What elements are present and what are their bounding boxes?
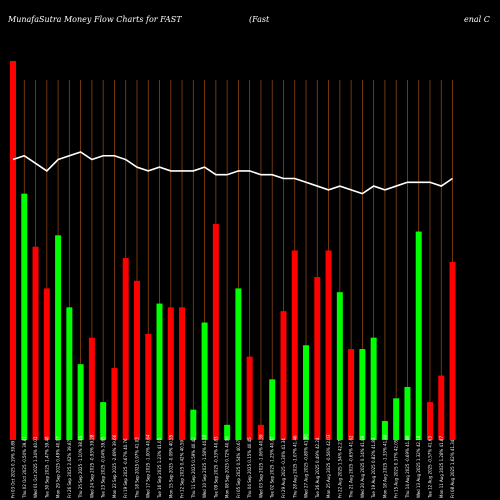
bar-outflow xyxy=(348,349,355,440)
x-tick-label: Fri 12 Sep 2025 0.42% 40.59 xyxy=(180,439,185,498)
bar-outflow xyxy=(111,367,118,440)
x-tick-label: Wed 17 Sep 2025 -1.00% 40.64 xyxy=(146,434,151,498)
bar-outflow xyxy=(257,424,264,440)
x-tick-label: Thu 28 Aug 2025 -1.07% 41.46 xyxy=(292,435,297,499)
bar-outflow xyxy=(145,333,152,440)
x-tick-label: Tue 19 Aug 2025 0.82% 41.83 xyxy=(371,437,376,499)
x-tick-label: Thu 02 Oct 2025 -0.50% 39.81 xyxy=(22,436,27,499)
bar-inflow xyxy=(66,307,73,440)
bar-inflow xyxy=(190,409,197,440)
x-tick-label: Fri 26 Sep 2025 2.62% 39.87 xyxy=(67,439,72,498)
x-tick-label: Thu 14 Aug 2025 -0.69% 41.89 xyxy=(405,435,410,499)
x-tick-label: Tue 02 Sep 2025 -1.25% 40.82 xyxy=(270,436,275,499)
x-tick-label: Fri 19 Sep 2025 -0.67% 40.76 xyxy=(123,438,128,498)
x-tick-label: Mon 08 Sep 2025 0.72% 40.96 xyxy=(225,436,230,498)
bar-inflow xyxy=(359,349,366,440)
bar-inflow xyxy=(393,398,400,440)
x-tick-label: Thu 21 Aug 2025 -0.65% 41.62 xyxy=(349,435,354,499)
x-tick-label: Tue 26 Aug 2025 0.49% 42.24 xyxy=(315,437,320,499)
x-tick-label: Tue 30 Sep 2025 -1.47% 39.48 xyxy=(44,436,49,499)
x-tick-label: Wed 01 Oct 2025 1.34% 40.01 xyxy=(33,436,38,498)
chart-title: MunafaSutra Money Flow Charts for FAST xyxy=(8,15,182,24)
bar-outflow xyxy=(133,280,140,440)
x-tick-label: Mon 29 Sep 2025 0.49% 40.07 xyxy=(56,436,61,498)
x-tick-label: Tue 16 Sep 2025 1.23% 41.05 xyxy=(157,437,162,499)
x-tick-label: Mon 11 Aug 2025 1.28% 41.87 xyxy=(439,436,444,498)
bar-inflow xyxy=(269,379,276,440)
bar-inflow xyxy=(201,322,208,440)
x-tick-label: Thu 11 Sep 2025 0.59% 40.42 xyxy=(191,437,196,499)
bar-inflow xyxy=(77,364,84,440)
bar-inflow xyxy=(303,345,310,440)
x-tick-label: Tue 09 Sep 2025 -0.33% 40.83 xyxy=(213,436,218,499)
bar-outflow xyxy=(43,288,50,440)
bar-inflow xyxy=(100,402,107,440)
chart-subtitle: (Fast xyxy=(249,15,270,24)
bar-outflow xyxy=(449,261,456,440)
bar-outflow xyxy=(10,61,16,440)
bar-inflow xyxy=(370,337,377,440)
bar-inflow xyxy=(235,288,242,440)
x-tick-label: Tue 12 Aug 2025 -0.57% 41.63 xyxy=(427,436,432,499)
bar-outflow xyxy=(167,307,174,440)
x-tick-label: Thu 25 Sep 2025 -1.10% 38.85 xyxy=(78,435,83,499)
bar-outflow xyxy=(325,250,332,440)
x-tick-label: Fri 22 Aug 2025 1.54% 42.27 xyxy=(337,439,342,498)
bar-outflow xyxy=(32,246,39,440)
bar-outflow xyxy=(122,258,129,440)
x-tick-label: Mon 15 Sep 2025 -0.09% 40.55 xyxy=(168,434,173,498)
x-tick-label: Wed 13 Aug 2025 1.32% 42.18 xyxy=(416,435,421,498)
bar-outflow xyxy=(438,375,445,440)
x-tick-label: Mon 25 Aug 2025 -0.56% 42.03 xyxy=(326,434,331,498)
bar-outflow xyxy=(88,337,95,440)
bar-inflow xyxy=(156,303,163,440)
bar-inflow xyxy=(336,292,343,440)
bar-outflow xyxy=(179,307,186,440)
bar-outflow xyxy=(246,356,253,440)
x-tick-label: Thu 18 Sep 2025 0.97% 41.03 xyxy=(134,437,139,499)
x-tick-label: Fri 08 Aug 2025 1.62% 41.34 xyxy=(450,439,455,498)
x-tick-label: Fri 29 Aug 2025 -0.30% 41.34 xyxy=(281,438,286,498)
bar-inflow xyxy=(21,193,28,440)
x-tick-label: Fri 15 Aug 2025 0.37% 42.05 xyxy=(394,439,399,498)
bar-outflow xyxy=(212,223,219,440)
bar-inflow xyxy=(55,235,62,440)
bar-inflow xyxy=(224,424,231,440)
x-tick-label: Wed 10 Sep 2025 -1.58% 40.18 xyxy=(202,434,207,498)
x-tick-label: Wed 03 Sep 2025 -1.06% 40.39 xyxy=(258,434,263,498)
bar-inflow xyxy=(415,231,422,440)
x-tick-label: Wed 27 Aug 2025 -0.80% 41.90 xyxy=(304,434,309,498)
x-tick-label: Mon 22 Sep 2025 -2.69% 39.66 xyxy=(112,434,117,498)
x-tick-label: Fri 03 Oct 2025 0.19% 39.89 xyxy=(11,440,16,498)
bar-outflow xyxy=(314,277,321,440)
money-flow-line xyxy=(12,151,453,195)
bar-inflow xyxy=(381,421,388,440)
chart-subtitle-tail: enal C xyxy=(464,15,490,24)
bar-inflow xyxy=(404,386,411,440)
bar-outflow xyxy=(280,311,287,440)
x-tick-label: Mon 18 Aug 2025 -1.33% 41.49 xyxy=(382,434,387,498)
bar-outflow xyxy=(291,250,298,440)
x-tick-label: Wed 24 Sep 2025 -0.93% 39.28 xyxy=(89,434,94,498)
x-tick-label: Wed 20 Aug 2025 0.14% 41.89 xyxy=(360,435,365,498)
x-tick-label: Tue 23 Sep 2025 -0.04% 39.65 xyxy=(101,436,106,499)
x-tick-label: Thu 04 Sep 2025 0.15% 40.45 xyxy=(247,437,252,499)
x-tick-label: Fri 05 Sep 2025 0.54% 40.67 xyxy=(236,439,241,498)
bar-outflow xyxy=(426,402,433,440)
